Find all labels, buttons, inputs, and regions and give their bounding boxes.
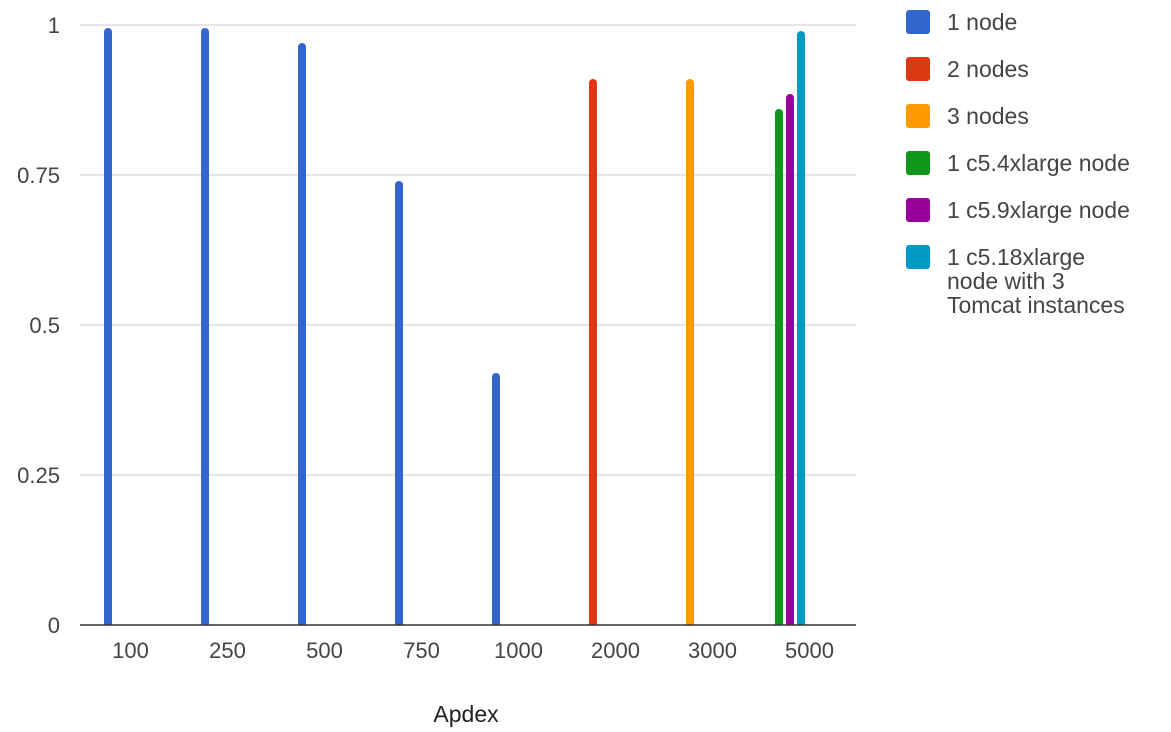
y-tick-label: 0 bbox=[48, 613, 60, 638]
bar-5000-series-5 bbox=[786, 94, 794, 625]
x-axis-title: Apdex bbox=[433, 701, 499, 727]
bar-5000-series-6 bbox=[797, 31, 805, 625]
y-tick-label: 1 bbox=[48, 13, 60, 38]
x-tick-label: 750 bbox=[403, 638, 440, 663]
x-tick-label: 5000 bbox=[785, 638, 834, 663]
legend-swatch bbox=[906, 198, 930, 222]
bar-3000-series-3 bbox=[686, 79, 694, 625]
bar-base bbox=[589, 619, 597, 625]
legend-swatch bbox=[906, 245, 930, 269]
bar-base bbox=[492, 619, 500, 625]
bar-base bbox=[786, 619, 794, 625]
bar-2000-series-2 bbox=[589, 79, 597, 625]
legend: 1 node 2 nodes 3 nodes 1 c5.4xlarge node 1 c… bbox=[906, 9, 1130, 318]
bar-base bbox=[298, 619, 306, 625]
legend-swatch bbox=[906, 57, 930, 81]
x-tick-label: 1000 bbox=[494, 638, 543, 663]
bar-500-series-1 bbox=[298, 43, 306, 625]
legend-label: 2 nodes bbox=[947, 56, 1029, 82]
y-tick-label: 0.25 bbox=[17, 463, 60, 488]
x-tick-label: 250 bbox=[209, 638, 246, 663]
bars bbox=[104, 28, 805, 625]
bar-base bbox=[104, 619, 112, 625]
x-axis-ticks: 100 250 500 750 1000 2000 3000 5000 bbox=[112, 638, 834, 663]
y-axis-ticks: 0 0.25 0.5 0.75 1 bbox=[17, 13, 60, 638]
legend-swatch bbox=[906, 104, 930, 128]
bar-base bbox=[775, 619, 783, 625]
bar-base bbox=[395, 619, 403, 625]
bar-1000-series-1 bbox=[492, 373, 500, 625]
legend-label: 3 nodes bbox=[947, 103, 1029, 129]
x-tick-label: 3000 bbox=[688, 638, 737, 663]
x-tick-label: 500 bbox=[306, 638, 343, 663]
bar-100-series-1 bbox=[104, 28, 112, 625]
legend-label: 1 node bbox=[947, 9, 1017, 35]
legend-label: 1 c5.4xlarge node bbox=[947, 150, 1130, 176]
x-tick-label: 100 bbox=[112, 638, 149, 663]
bar-750-series-1 bbox=[395, 181, 403, 625]
y-tick-label: 0.5 bbox=[29, 313, 60, 338]
bar-250-series-1 bbox=[201, 28, 209, 625]
legend-swatch bbox=[906, 10, 930, 34]
bar-5000-series-4 bbox=[775, 109, 783, 625]
gridlines bbox=[80, 24, 856, 476]
bar-base bbox=[797, 619, 805, 625]
bar-base bbox=[686, 619, 694, 625]
x-tick-label: 2000 bbox=[591, 638, 640, 663]
legend-label: 1 c5.9xlarge node bbox=[947, 197, 1130, 223]
legend-label: 1 c5.18xlarge node with 3 Tomcat instances bbox=[947, 244, 1125, 318]
bar-base bbox=[201, 619, 209, 625]
y-tick-label: 0.75 bbox=[17, 163, 60, 188]
legend-swatch bbox=[906, 151, 930, 175]
